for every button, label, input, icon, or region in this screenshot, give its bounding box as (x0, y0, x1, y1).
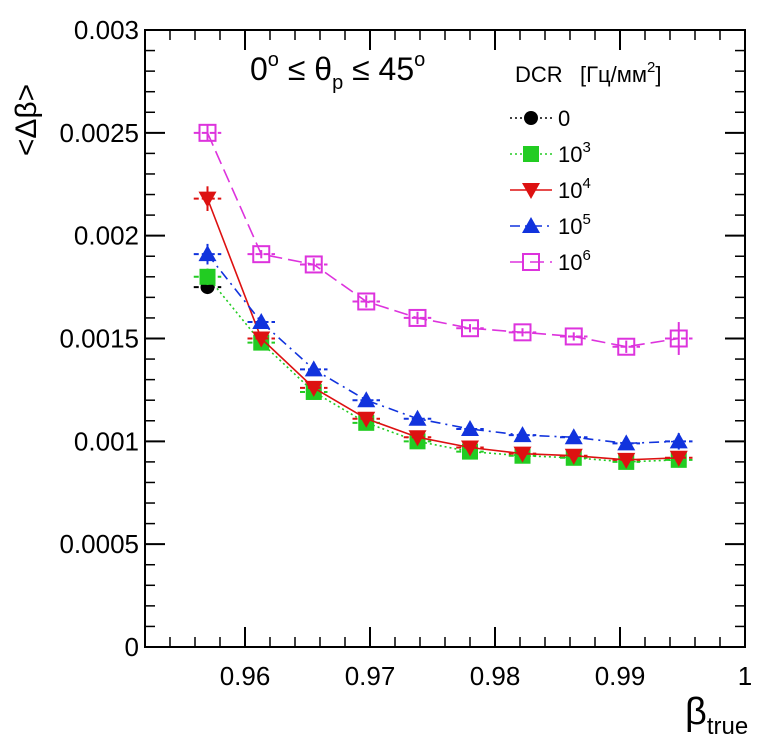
data-point (564, 428, 583, 445)
data-point (513, 426, 532, 443)
y-tick-label: 0.002 (74, 221, 139, 251)
legend-entry-10-e4: 104 (510, 175, 591, 203)
data-point (617, 434, 636, 451)
y-tick-label: 0.001 (74, 426, 139, 456)
data-point (198, 245, 217, 262)
legend-marker (523, 146, 539, 162)
x-tick-label: 0.97 (345, 661, 396, 691)
data-point (513, 323, 532, 342)
data-point (564, 448, 583, 465)
data-point (198, 123, 217, 142)
legend-label: 105 (558, 211, 591, 239)
x-tick-label: 0.96 (220, 661, 271, 691)
data-point (669, 329, 688, 348)
y-tick-label: 0.0005 (59, 529, 139, 559)
legend-label: 106 (558, 247, 591, 275)
legend-label: 104 (558, 175, 591, 203)
series-line (206, 276, 679, 463)
data-point (461, 419, 479, 436)
legend-entry-10-e5: 105 (510, 211, 591, 239)
legend-marker (522, 253, 540, 271)
legend-label: 0 (558, 106, 570, 131)
data-point (617, 452, 636, 469)
series-line (206, 253, 679, 445)
data-point (669, 432, 688, 449)
y-axis-title: <Δβ> (10, 84, 43, 156)
data-point (252, 331, 271, 348)
series-10-e6 (193, 123, 693, 356)
y-tick-label: 0.0015 (59, 324, 139, 354)
x-tick-label: 0.99 (595, 661, 646, 691)
x-tick-label: 1 (738, 661, 752, 691)
data-point (252, 313, 271, 330)
legend-marker (524, 111, 538, 125)
data-point (408, 430, 427, 447)
data-point (408, 409, 427, 426)
legend-marker (522, 183, 540, 199)
legend-entry-10-e6: 106 (510, 247, 591, 275)
legend-entry-0: 0 (510, 106, 570, 131)
y-tick-label: 0.0025 (59, 118, 139, 148)
data-point (199, 268, 216, 285)
data-point (461, 440, 479, 457)
legend-title: DCR (515, 62, 563, 87)
data-point (304, 360, 323, 377)
series-line (206, 132, 679, 348)
data-point (564, 327, 583, 346)
series-10-e4 (193, 186, 693, 469)
data-point (304, 255, 323, 274)
data-point (198, 191, 217, 208)
data-point (304, 380, 323, 397)
data-point (357, 292, 376, 311)
y-tick-label: 0 (125, 632, 139, 662)
data-point (252, 245, 271, 264)
legend-marker (522, 217, 540, 233)
data-point (617, 337, 636, 356)
data-point (669, 450, 688, 467)
data-point (357, 391, 376, 408)
series-10-e5 (193, 243, 693, 451)
x-tick-label: 0.98 (470, 661, 521, 691)
y-tick-label: 0.003 (74, 15, 139, 45)
x-axis-title: βtrue (685, 691, 748, 738)
legend-entry-10-e3: 103 (510, 139, 591, 167)
legend-unit: [Гц/мм2] (580, 59, 661, 87)
theta-range-annotation: 0o ≤ θp ≤ 45o (250, 49, 425, 94)
data-point (461, 319, 479, 338)
data-point (513, 446, 532, 463)
data-point (408, 308, 427, 327)
data-point (357, 411, 376, 428)
series-line (206, 198, 679, 461)
legend-label: 103 (558, 139, 591, 167)
